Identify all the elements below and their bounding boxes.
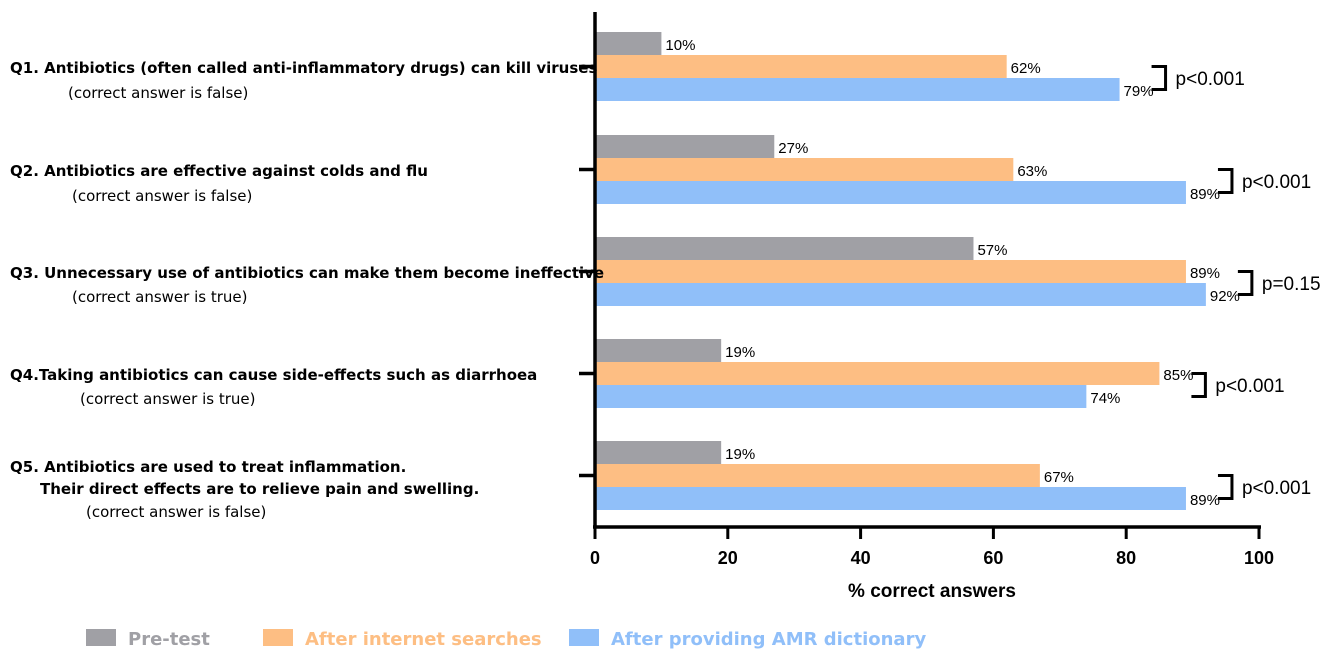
- data-label: 19%: [725, 344, 755, 361]
- legend-swatch: [263, 629, 293, 646]
- question-note: (correct answer is true): [72, 288, 247, 306]
- legend-label: Pre-test: [128, 629, 210, 650]
- bar: [595, 339, 722, 362]
- significance-bracket: [1217, 474, 1234, 500]
- p-value-label: p<0.001: [1242, 478, 1311, 499]
- data-label: 74%: [1090, 390, 1120, 407]
- x-tick-label: 100: [1244, 548, 1274, 568]
- legend-label: After internet searches: [305, 629, 542, 650]
- bar: [595, 135, 775, 158]
- data-label: 89%: [1190, 492, 1220, 509]
- bar: [595, 441, 722, 464]
- bar: [595, 385, 1087, 408]
- x-tick-label: 0: [590, 548, 600, 568]
- x-tick-label: 20: [718, 548, 738, 568]
- bar: [595, 283, 1206, 306]
- data-label: 89%: [1190, 186, 1220, 203]
- question-label: Q1. Antibiotics (often called anti-infla…: [10, 59, 597, 77]
- x-tick-label: 40: [851, 548, 871, 568]
- data-label: 92%: [1210, 288, 1240, 305]
- x-tick-label: 60: [983, 548, 1003, 568]
- data-label: 85%: [1163, 367, 1193, 384]
- significance-bracket: [1237, 270, 1254, 296]
- significance-bracket: [1217, 168, 1234, 194]
- bar: [595, 237, 974, 260]
- legend-label: After providing AMR dictionary: [611, 629, 926, 650]
- data-label: 79%: [1124, 83, 1154, 100]
- question-note: (correct answer is false): [86, 503, 266, 521]
- data-label: 63%: [1017, 163, 1047, 180]
- legend-swatch: [86, 629, 116, 646]
- data-label: 62%: [1011, 60, 1041, 77]
- question-note: (correct answer is false): [72, 187, 252, 205]
- question-note: (correct answer is true): [80, 390, 255, 408]
- axes-group: 0 20 40 60 80 100: [579, 12, 1274, 568]
- data-labels-group: 10% 27% 57% 19% 19% 62% 63% 89% 85% 67% 79% 89% 92% 7…: [665, 37, 1240, 509]
- bar: [595, 464, 1040, 487]
- data-label: 67%: [1044, 469, 1074, 486]
- significance-bracket: [1191, 372, 1207, 398]
- bar: [595, 181, 1186, 204]
- p-value-label: p=0.15: [1262, 274, 1321, 295]
- data-label: 10%: [665, 37, 695, 54]
- p-value-label: p<0.001: [1215, 376, 1284, 397]
- bar: [595, 55, 1007, 78]
- bar: [595, 260, 1186, 283]
- bar: [595, 487, 1186, 510]
- x-axis-title: % correct answers: [848, 581, 1016, 602]
- bar: [595, 158, 1014, 181]
- question-label-line2: Their direct effects are to relieve pain…: [40, 480, 479, 498]
- question-label: Q3. Unnecessary use of antibiotics can m…: [10, 264, 604, 282]
- category-labels-group: Q1. Antibiotics (often called anti-infla…: [10, 59, 604, 521]
- bars-group: [595, 32, 1206, 510]
- bar: [595, 78, 1120, 101]
- data-label: 27%: [778, 140, 808, 157]
- data-label: 57%: [977, 242, 1007, 259]
- question-label: Q5. Antibiotics are used to treat inflam…: [10, 458, 406, 476]
- bar: [595, 32, 662, 55]
- question-label: Q2. Antibiotics are effective against co…: [10, 162, 428, 180]
- p-value-label: p<0.001: [1176, 69, 1245, 90]
- legend: Pre-test After internet searches After pro…: [86, 629, 926, 650]
- legend-swatch: [569, 629, 599, 646]
- significance-bracket: [1151, 65, 1168, 91]
- question-note: (correct answer is false): [68, 84, 248, 102]
- p-value-label: p<0.001: [1242, 172, 1311, 193]
- bar: [595, 362, 1160, 385]
- x-tick-label: 80: [1116, 548, 1136, 568]
- question-label: Q4.Taking antibiotics can cause side-eff…: [10, 366, 537, 384]
- p-values-group: p<0.001 p<0.001 p=0.15 p<0.001 p<0.001: [1151, 65, 1321, 500]
- data-label: 19%: [725, 446, 755, 463]
- data-label: 89%: [1190, 265, 1220, 282]
